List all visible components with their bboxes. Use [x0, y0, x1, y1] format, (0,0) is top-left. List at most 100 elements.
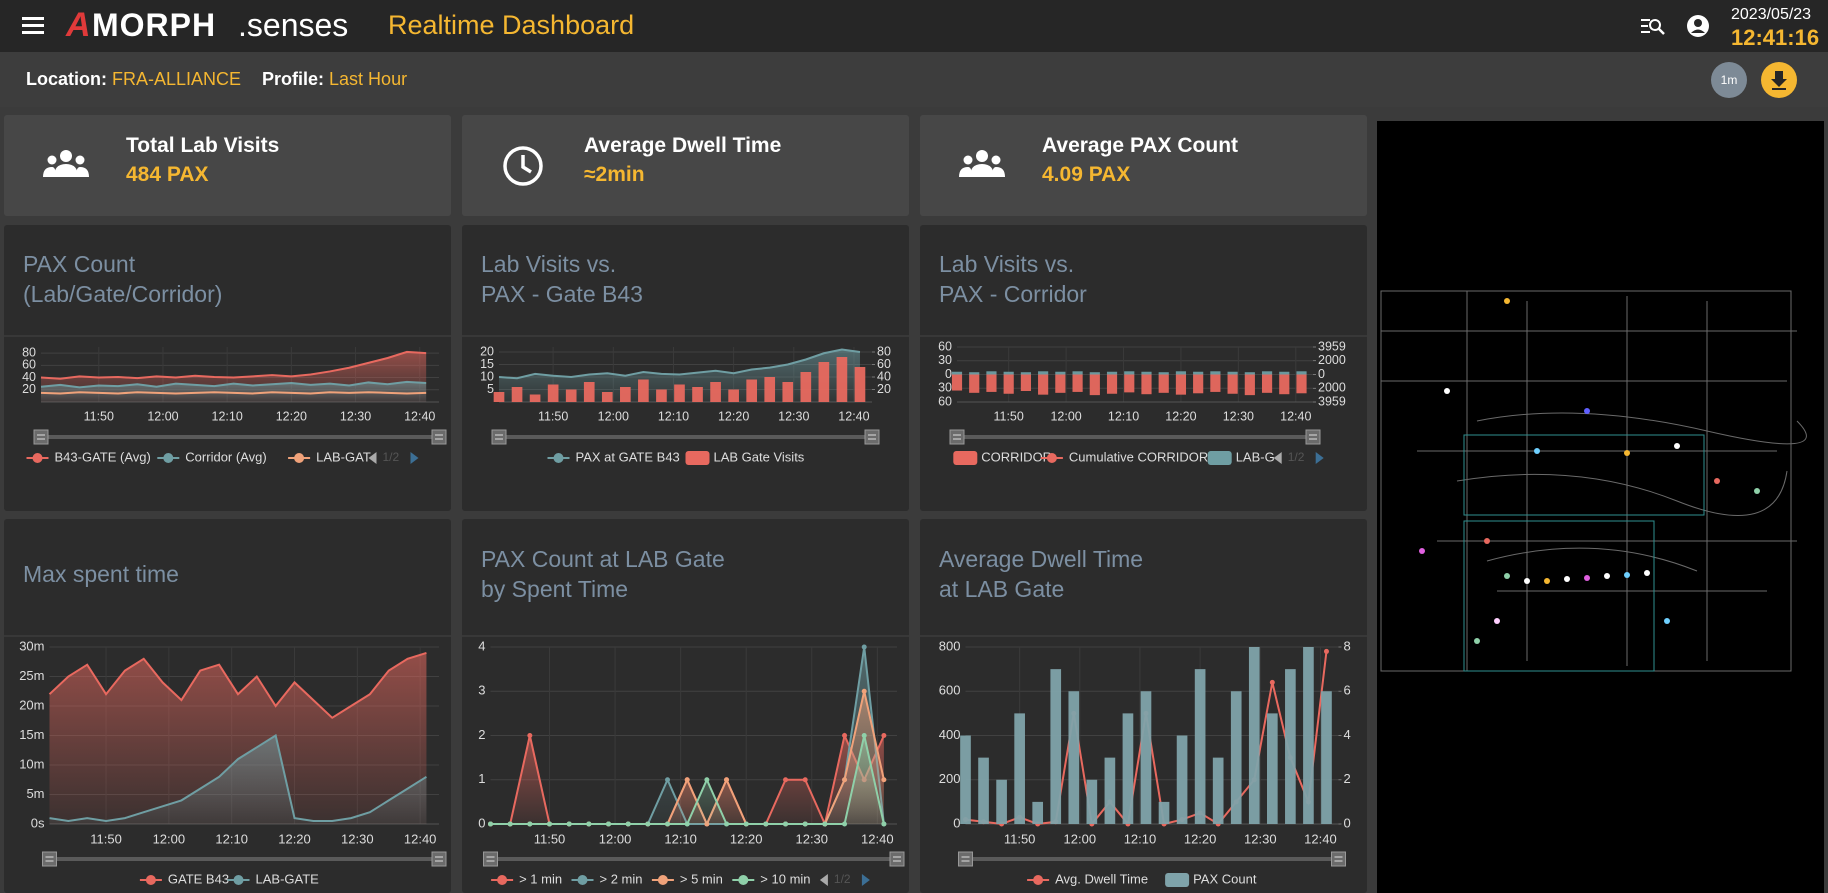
- slider-handle[interactable]: [949, 429, 965, 445]
- legend-item[interactable]: > 1 min: [491, 871, 562, 886]
- y2-tick-label: 20: [877, 382, 891, 396]
- legend-item[interactable]: PAX at GATE B43: [547, 449, 680, 464]
- point: [586, 821, 592, 827]
- y-tick-label: 20m: [19, 697, 44, 712]
- chart: Lab Visits vs.PAX - Corridor603003060395…: [920, 251, 1367, 465]
- x-tick-label: 11:50: [534, 831, 566, 846]
- legend-prev[interactable]: [1273, 452, 1282, 464]
- x-tick-label: 12:30: [1223, 409, 1254, 423]
- legend-item[interactable]: LAB-GATE: [227, 871, 320, 886]
- slider-handle[interactable]: [864, 429, 880, 445]
- point: [842, 733, 848, 738]
- slider-handle[interactable]: [431, 851, 447, 867]
- legend-item[interactable]: > 10 min: [732, 871, 811, 886]
- legend-item[interactable]: Corridor (Avg): [157, 449, 267, 464]
- bar: [818, 362, 830, 402]
- panel-title: Lab Visits vs.: [939, 251, 1074, 277]
- legend-item[interactable]: LAB-G: [1207, 449, 1275, 465]
- menu-button[interactable]: [22, 16, 46, 36]
- bar: [996, 779, 1007, 824]
- legend-swatch: [1165, 873, 1190, 887]
- bar: [1261, 374, 1273, 393]
- floor-plan: [1380, 290, 1807, 672]
- account-button[interactable]: [1686, 14, 1710, 38]
- bar: [1089, 372, 1100, 375]
- app-title: Realtime Dashboard: [388, 10, 635, 40]
- x-tick-label: 12:20: [276, 409, 307, 423]
- x-tick-label: 12:10: [1124, 831, 1157, 846]
- slider-handle[interactable]: [889, 851, 905, 867]
- legend-item[interactable]: CORRIDOR: [953, 449, 1052, 465]
- legend-label: GATE B43: [168, 871, 229, 886]
- bar: [1227, 374, 1238, 394]
- panel-title: PAX - Corridor: [939, 281, 1087, 307]
- slider-handle[interactable]: [958, 851, 973, 867]
- legend-label: LAB-G: [1236, 449, 1275, 464]
- interval-button[interactable]: 1m: [1711, 62, 1747, 98]
- y-tick-label: 600: [939, 683, 961, 698]
- legend-item[interactable]: B43-GATE (Avg): [26, 449, 151, 464]
- area-fill: [490, 691, 884, 824]
- slider-handle-box: [431, 429, 447, 445]
- legend-item[interactable]: > 2 min: [571, 871, 643, 886]
- slider-handle[interactable]: [1331, 851, 1346, 867]
- legend-prev[interactable]: [819, 874, 828, 886]
- bar: [764, 377, 776, 402]
- legend-label: LAB-GAT: [316, 449, 371, 464]
- bar: [986, 371, 997, 375]
- bar: [1158, 372, 1169, 375]
- slider-handle[interactable]: [42, 851, 57, 867]
- point: [802, 821, 808, 827]
- y2-tick-label: 0: [1318, 367, 1325, 381]
- logo-mark: A: [66, 6, 91, 44]
- legend-item[interactable]: > 5 min: [651, 871, 723, 886]
- search-button[interactable]: [1640, 15, 1666, 37]
- bar: [1140, 691, 1152, 824]
- slider-handle[interactable]: [483, 851, 498, 867]
- legend-next[interactable]: [410, 452, 419, 464]
- point: [783, 821, 789, 827]
- legend-item[interactable]: Avg. Dwell Time: [1027, 871, 1148, 886]
- legend-item[interactable]: LAB Gate Visits: [685, 449, 805, 465]
- x-tick-label: 12:10: [664, 831, 697, 846]
- logo-suffix: .senses: [238, 7, 349, 43]
- point: [842, 821, 848, 827]
- legend-item[interactable]: GATE B43: [139, 871, 229, 886]
- slider-handle[interactable]: [1305, 429, 1321, 445]
- y-tick-label: 3: [478, 683, 485, 698]
- point: [861, 733, 867, 738]
- slider-handle-box: [483, 851, 498, 867]
- bar: [1032, 801, 1044, 824]
- x-tick-label: 12:10: [1108, 409, 1139, 423]
- location-value: FRA-ALLIANCE: [112, 69, 242, 89]
- x-tick-label: 12:00: [147, 409, 178, 423]
- bar: [1261, 371, 1273, 375]
- slider-handle-box: [889, 851, 905, 867]
- x-tick-label: 12:40: [838, 409, 869, 423]
- legend-label: LAB Gate Visits: [714, 449, 805, 464]
- bar: [746, 379, 758, 402]
- y-tick-label: 200: [939, 771, 961, 786]
- slider-handle[interactable]: [33, 429, 49, 445]
- bar: [728, 389, 739, 402]
- legend-prev[interactable]: [368, 452, 377, 464]
- bar: [1266, 713, 1278, 824]
- download-button[interactable]: [1761, 62, 1797, 98]
- legend-item[interactable]: LAB-GAT: [288, 449, 371, 464]
- series-line: [48, 651, 427, 720]
- slider-handle[interactable]: [491, 429, 507, 445]
- y2-tick-label: 60: [877, 357, 891, 371]
- legend-label: Corridor (Avg): [185, 449, 266, 464]
- date: 2023/05/23: [1731, 6, 1812, 23]
- legend-next[interactable]: [1315, 452, 1324, 464]
- legend-item[interactable]: Cumulative CORRIDOR: [1040, 449, 1208, 464]
- legend-item[interactable]: PAX Count: [1165, 871, 1257, 887]
- y2-tick-label: 2: [1344, 771, 1351, 786]
- y-tick-label: 60: [938, 394, 952, 408]
- slider-handle[interactable]: [431, 429, 447, 445]
- clock-icon: [503, 146, 543, 186]
- legend-next[interactable]: [861, 874, 870, 886]
- bar: [1230, 691, 1242, 824]
- kpi-title: Average PAX Count: [1042, 134, 1239, 157]
